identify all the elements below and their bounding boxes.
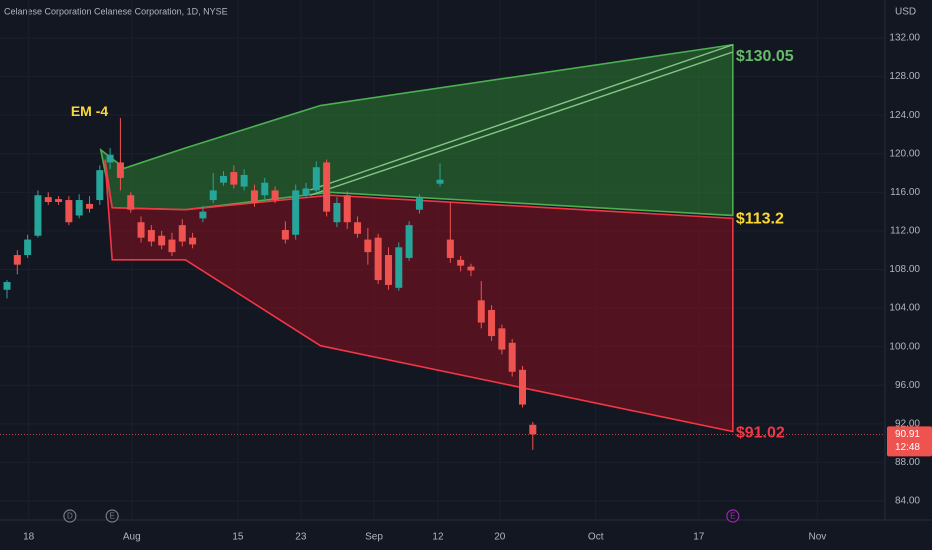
candle-body <box>44 197 52 202</box>
y-tick-label: 104.00 <box>889 303 920 314</box>
candle-body <box>34 195 42 236</box>
candle-body <box>127 195 135 210</box>
candle-body <box>75 200 83 216</box>
event-label: E <box>109 512 114 521</box>
x-tick-label: 20 <box>494 532 506 543</box>
candle-body <box>519 369 527 405</box>
candle-body <box>271 190 279 201</box>
candle-body <box>137 222 145 238</box>
x-tick-label: Sep <box>365 532 383 543</box>
candle-body <box>384 255 392 285</box>
candle-body <box>96 170 104 201</box>
candle-body <box>405 225 413 258</box>
candle-body <box>457 259 465 266</box>
y-tick-label: 128.00 <box>889 71 920 82</box>
y-tick-label: 116.00 <box>890 187 920 198</box>
trend-line <box>309 44 734 191</box>
event-marker <box>105 509 119 523</box>
candle-body <box>261 182 269 196</box>
target-label: $130.05 <box>736 48 794 65</box>
candle-body <box>477 300 485 323</box>
annotation: EM -4 <box>71 103 109 119</box>
candle-body <box>55 199 63 202</box>
candle-body <box>65 200 73 223</box>
price-tag <box>887 426 932 457</box>
candle-body <box>312 167 320 191</box>
candle-body <box>240 174 248 187</box>
candle-body <box>209 190 217 201</box>
y-tick-label: 120.00 <box>889 148 920 159</box>
candle-body <box>24 239 32 256</box>
target-label: $113.2 <box>736 211 784 228</box>
trend-line <box>309 51 734 196</box>
x-tick-label: Nov <box>808 532 826 543</box>
event-marker <box>63 509 77 523</box>
candle-body <box>343 195 351 223</box>
expected-move-cone <box>104 159 734 433</box>
x-tick-label: 18 <box>23 532 35 543</box>
x-tick-label: Aug <box>123 532 141 543</box>
candle-body <box>168 239 176 253</box>
candle-body <box>395 247 403 288</box>
x-tick-label: Oct <box>588 532 604 543</box>
x-tick-label: 12 <box>432 532 444 543</box>
candle-body <box>467 266 475 271</box>
candle-body <box>3 282 11 290</box>
candle-body <box>106 154 114 163</box>
candle-body <box>364 239 372 253</box>
candle-body <box>250 190 258 203</box>
y-tick-label: 132.00 <box>889 33 920 44</box>
candle-body <box>220 175 228 183</box>
event-label: D <box>67 512 73 521</box>
candle-body <box>354 222 362 234</box>
currency: USD <box>895 7 916 18</box>
candle-body <box>147 229 155 242</box>
candle-body <box>374 237 382 281</box>
candle-body <box>508 342 516 372</box>
candle-body <box>230 172 238 185</box>
y-tick-label: 88.00 <box>895 457 920 468</box>
candle-body <box>446 239 454 258</box>
y-tick-label: 96.00 <box>895 380 920 391</box>
y-tick-label: 108.00 <box>889 264 920 275</box>
candle-body <box>498 328 506 350</box>
candle-body <box>281 229 289 240</box>
candle-body <box>85 203 93 209</box>
event-label: E <box>730 512 735 521</box>
candle-body <box>323 162 331 212</box>
target-label: $91.02 <box>736 425 785 442</box>
candle-body <box>529 424 537 435</box>
x-tick-label: 23 <box>295 532 307 543</box>
candle-body <box>436 179 444 184</box>
y-tick-label: 112.00 <box>890 226 920 237</box>
x-tick-label: 15 <box>232 532 244 543</box>
candle-body <box>13 255 21 265</box>
event-marker <box>726 509 740 523</box>
y-tick-label: 84.00 <box>895 496 920 507</box>
candle-body <box>302 188 310 196</box>
chart-title: Celanese Corporation Celanese Corporatio… <box>4 6 228 16</box>
candle-body <box>292 190 300 235</box>
candle-body <box>116 162 124 178</box>
candle-body <box>158 235 166 246</box>
y-tick-label: 92.00 <box>895 418 920 429</box>
y-tick-label: 100.00 <box>889 341 920 352</box>
price-tag-value: 90.91 <box>895 429 920 440</box>
x-tick-label: 17 <box>693 532 705 543</box>
candle-body <box>178 225 186 242</box>
candle-body <box>488 310 496 337</box>
candle-body <box>333 202 341 223</box>
price-tag-countdown: 12:48 <box>895 442 920 453</box>
candle-body <box>199 211 207 219</box>
candle-body <box>415 198 423 210</box>
candle-body <box>189 237 197 245</box>
y-tick-label: 124.00 <box>889 110 920 121</box>
